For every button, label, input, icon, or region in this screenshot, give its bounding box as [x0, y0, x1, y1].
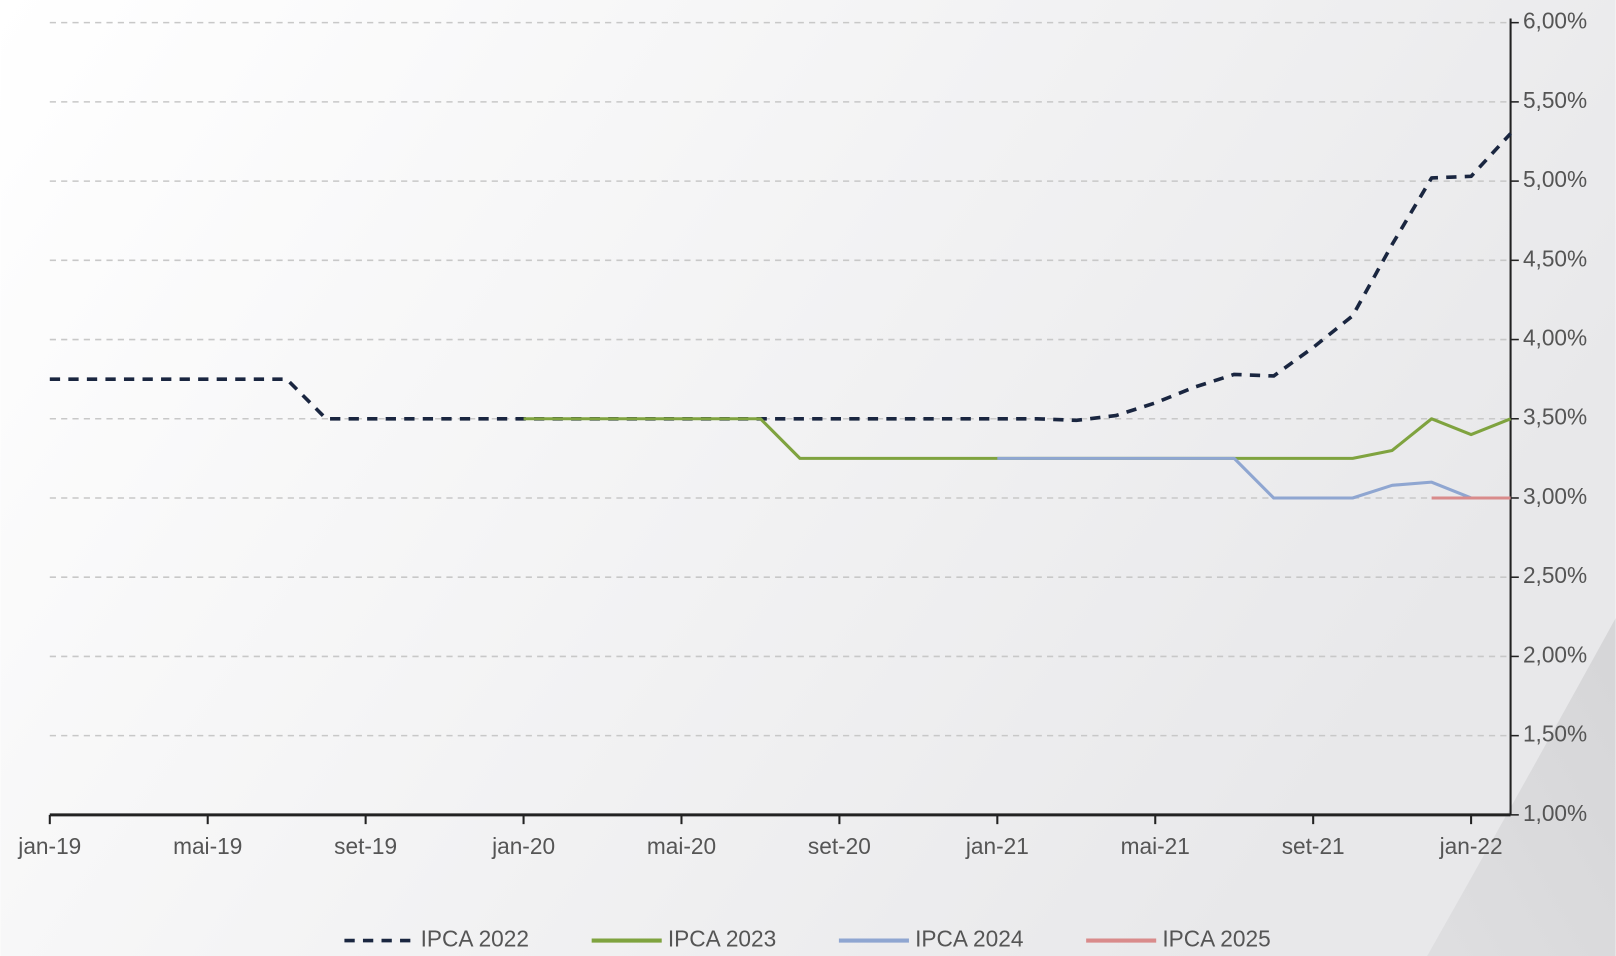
y-tick-label: 4,00%: [1523, 325, 1587, 351]
line-series: [997, 456, 1511, 500]
y-tick-label: 5,00%: [1523, 166, 1587, 192]
x-tick-label: set-20: [808, 833, 871, 859]
y-tick-label: 1,50%: [1523, 721, 1587, 747]
y-tick-label: 5,50%: [1523, 87, 1587, 113]
x-tick-label: mai-21: [1121, 833, 1190, 859]
y-tick-label: 2,50%: [1523, 562, 1587, 588]
y-tick-label: 3,00%: [1523, 483, 1587, 509]
decoration: [1427, 618, 1616, 956]
y-tick-label: 6,00%: [1523, 8, 1587, 34]
y-tick-label: 4,50%: [1523, 245, 1587, 271]
x-tick-label: jan-19: [17, 833, 81, 859]
x-tick-label: set-19: [334, 833, 397, 859]
y-tick-label: 1,00%: [1523, 800, 1587, 826]
x-tick-label: set-21: [1282, 833, 1345, 859]
x-tick-label: jan-20: [491, 833, 555, 859]
line-series: [49, 132, 1512, 423]
y-tick-label: 3,50%: [1523, 404, 1587, 430]
legend-label: IPCA 2023: [668, 926, 776, 952]
x-tick-label: jan-22: [1439, 833, 1503, 859]
legend-label: IPCA 2024: [915, 926, 1023, 952]
x-tick-label: mai-20: [647, 833, 716, 859]
legend-label: IPCA 2022: [421, 926, 529, 952]
x-tick-label: mai-19: [173, 833, 242, 859]
y-tick-label: 2,00%: [1523, 641, 1587, 667]
legend-label: IPCA 2025: [1162, 926, 1270, 952]
x-tick-label: jan-21: [965, 833, 1029, 859]
